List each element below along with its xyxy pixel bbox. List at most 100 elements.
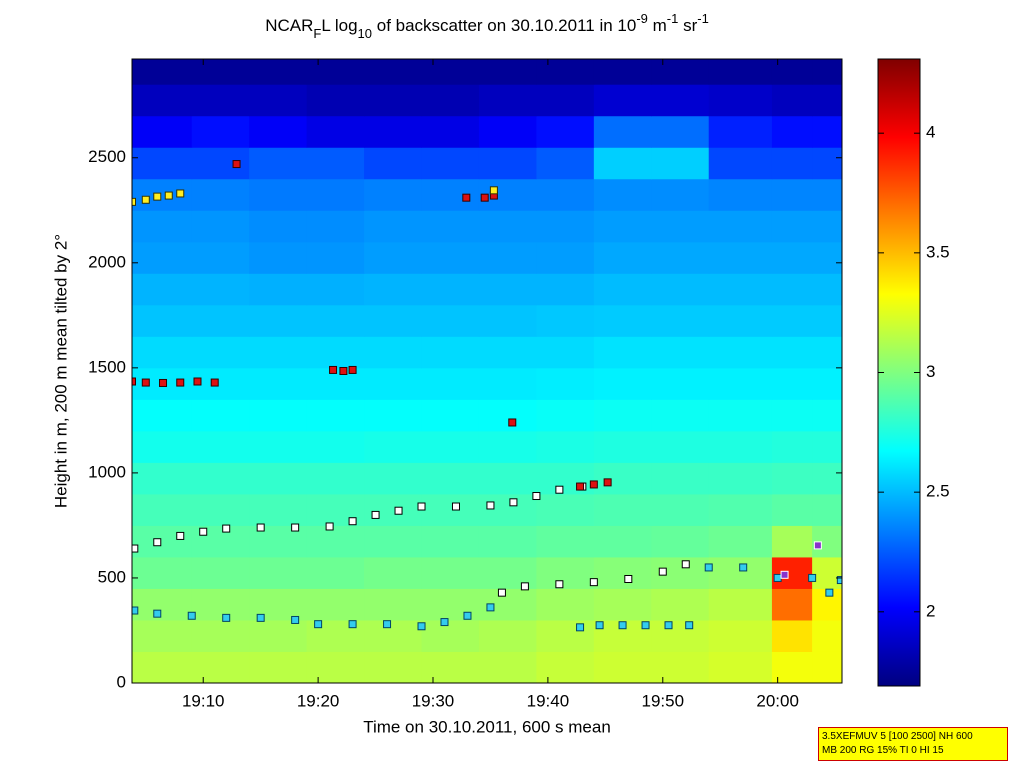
x-axis-label: Time on 30.10.2011, 600 s mean [363, 717, 611, 736]
heat-cell [651, 336, 710, 369]
heat-cell [651, 651, 710, 683]
heat-cell [536, 241, 595, 274]
heat-cell [364, 59, 423, 85]
y-tick-label: 2500 [88, 147, 126, 166]
heat-cell [132, 84, 193, 117]
layer-marker [141, 378, 150, 387]
title-part: -1 [667, 11, 679, 26]
heat-cell [421, 430, 480, 463]
heat-cell [708, 84, 773, 117]
heat-cell [306, 588, 365, 621]
heat-cell [771, 399, 813, 432]
heat-cell [536, 367, 595, 400]
heat-cell [478, 430, 537, 463]
layer-marker [825, 588, 834, 597]
heat-cell [593, 367, 652, 400]
heat-cell [651, 115, 710, 148]
heat-cell [651, 84, 710, 117]
heat-cell [651, 147, 710, 180]
heat-cell [191, 651, 250, 683]
layer-marker [451, 502, 460, 511]
layer-marker [164, 191, 173, 200]
layer-marker [555, 485, 564, 494]
heat-cell [421, 273, 480, 306]
layer-marker [314, 620, 323, 629]
layer-marker [222, 524, 231, 533]
heat-cell [191, 556, 250, 589]
heat-cell [421, 462, 480, 495]
y-tick-label: 1000 [88, 462, 126, 481]
heat-cell [593, 588, 652, 621]
heat-cell [364, 525, 423, 558]
heat-cell [421, 59, 480, 85]
heat-cell [651, 59, 710, 85]
heat-cell [812, 619, 842, 652]
heat-cell [708, 462, 773, 495]
heat-cell [708, 367, 773, 400]
chart-title: NCARFL log10 of backscatter on 30.10.201… [265, 11, 709, 41]
heat-cell [478, 336, 537, 369]
layer-marker [132, 606, 139, 615]
heat-cell [132, 462, 193, 495]
heat-cell [306, 59, 365, 85]
heat-cell [306, 525, 365, 558]
heat-cell [593, 304, 652, 337]
heat-cell [651, 210, 710, 243]
heat-cell [364, 84, 423, 117]
heat-cell [132, 525, 193, 558]
heat-cell [132, 430, 193, 463]
heat-cell [536, 525, 595, 558]
title-part: -9 [636, 11, 648, 26]
heat-cell [536, 210, 595, 243]
heat-cell [249, 336, 308, 369]
heat-cell [132, 241, 193, 274]
heat-cell [249, 241, 308, 274]
y-tick-label: 1500 [88, 357, 126, 376]
heat-cell [421, 241, 480, 274]
heat-cell [364, 178, 423, 211]
heat-cell [651, 462, 710, 495]
heat-cell [812, 178, 842, 211]
colorbar-tick-label: 3 [926, 362, 935, 381]
heat-cell [364, 210, 423, 243]
layer-marker [773, 573, 782, 582]
heat-cell [191, 210, 250, 243]
heat-cell [191, 588, 250, 621]
heat-cell [191, 115, 250, 148]
colorbar-tick-label: 2.5 [926, 482, 950, 501]
heat-cell [771, 588, 813, 621]
layer-marker [325, 522, 334, 531]
heatmap [132, 59, 842, 683]
heat-cell [364, 336, 423, 369]
heat-cell [306, 556, 365, 589]
heat-cell [249, 462, 308, 495]
layer-marker [132, 544, 139, 553]
layer-marker [187, 611, 196, 620]
heat-cell [191, 273, 250, 306]
heat-cell [812, 367, 842, 400]
heat-cell [536, 588, 595, 621]
heat-cell [651, 588, 710, 621]
heat-cell [478, 147, 537, 180]
layer-marker [664, 621, 673, 630]
heat-cell [191, 399, 250, 432]
y-tick-label: 2000 [88, 252, 126, 271]
heat-cell [306, 336, 365, 369]
heat-cell [478, 619, 537, 652]
heat-cell [771, 273, 813, 306]
heat-cell [478, 273, 537, 306]
layer-marker [486, 603, 495, 612]
heat-cell [478, 493, 537, 526]
x-tick-label: 19:30 [412, 691, 455, 710]
heat-cell [421, 84, 480, 117]
heat-cell [364, 430, 423, 463]
layer-marker [329, 365, 338, 374]
heat-cell [536, 273, 595, 306]
heat-cell [812, 84, 842, 117]
layer-marker [193, 377, 202, 386]
heat-cell [132, 273, 193, 306]
heat-cell [651, 399, 710, 432]
heat-cell [306, 273, 365, 306]
heat-cell [708, 210, 773, 243]
